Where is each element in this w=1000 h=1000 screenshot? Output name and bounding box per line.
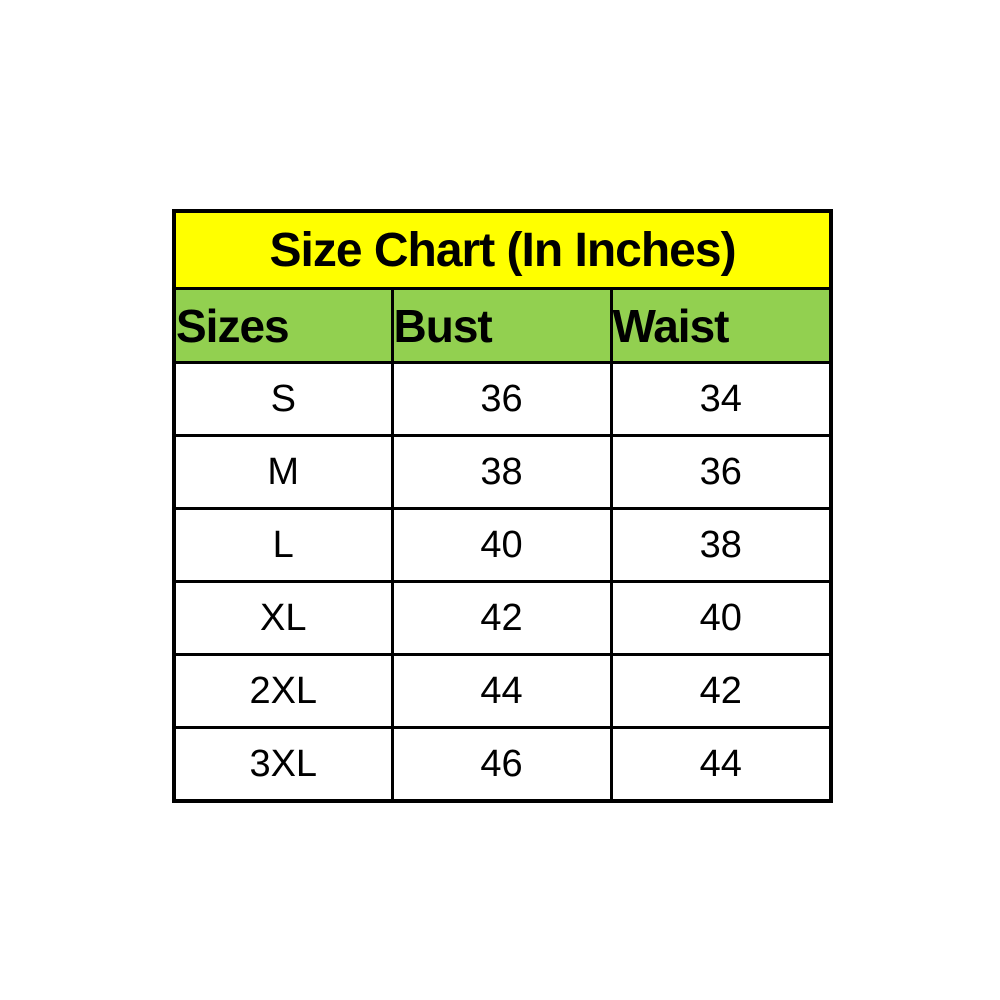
bust-cell: 46 <box>390 726 613 803</box>
column-header-sizes: Sizes <box>172 287 394 364</box>
header-row: Sizes Bust Waist <box>172 287 833 364</box>
bust-cell: 44 <box>390 653 613 729</box>
waist-cell: 34 <box>609 361 833 437</box>
table-row-2xl: 2XL 44 42 <box>172 653 833 729</box>
bust-cell: 36 <box>390 361 613 437</box>
bust-cell: 38 <box>390 434 613 510</box>
column-header-waist: Waist <box>609 287 833 364</box>
bust-cell: 42 <box>390 580 613 656</box>
column-header-bust: Bust <box>390 287 613 364</box>
waist-cell: 36 <box>609 434 833 510</box>
waist-cell: 38 <box>609 507 833 583</box>
table-row-m: M 38 36 <box>172 434 833 510</box>
table-row-s: S 36 34 <box>172 361 833 437</box>
size-chart-head: Size Chart (In Inches) Sizes Bust Waist <box>172 209 833 364</box>
size-cell: L <box>172 507 394 583</box>
table-title: Size Chart (In Inches) <box>172 209 833 290</box>
waist-cell: 44 <box>609 726 833 803</box>
title-row: Size Chart (In Inches) <box>172 209 833 290</box>
table-row-l: L 40 38 <box>172 507 833 583</box>
waist-cell: 42 <box>609 653 833 729</box>
size-cell: M <box>172 434 394 510</box>
table-row-3xl: 3XL 46 44 <box>172 726 833 803</box>
size-cell: 2XL <box>172 653 394 729</box>
size-chart-body: S 36 34 M 38 36 L 40 38 XL 42 40 2XL 44 42 3XL 46 44 <box>172 361 833 803</box>
size-cell: S <box>172 361 394 437</box>
size-cell: XL <box>172 580 394 656</box>
bust-cell: 40 <box>390 507 613 583</box>
size-cell: 3XL <box>172 726 394 803</box>
table-row-xl: XL 42 40 <box>172 580 833 656</box>
waist-cell: 40 <box>609 580 833 656</box>
